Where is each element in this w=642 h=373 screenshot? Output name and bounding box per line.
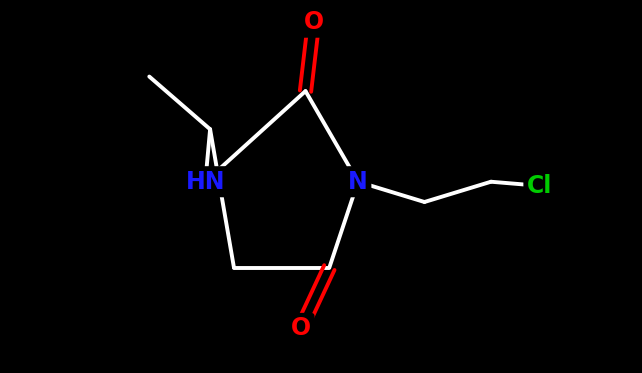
Text: O: O	[291, 316, 311, 341]
Text: HN: HN	[186, 170, 225, 194]
Text: O: O	[304, 10, 324, 34]
Text: N: N	[348, 170, 368, 194]
Text: Cl: Cl	[527, 174, 552, 198]
